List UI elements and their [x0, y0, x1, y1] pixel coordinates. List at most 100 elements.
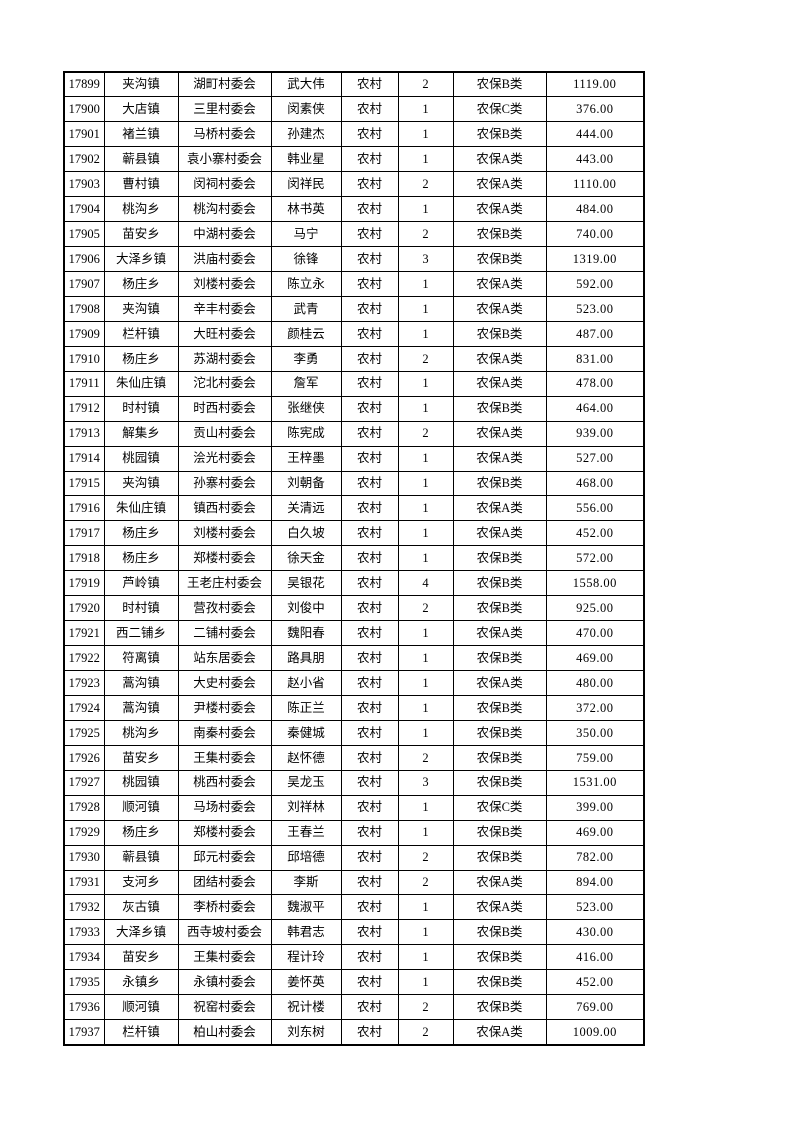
table-cell-township: 栏杆镇: [103, 1019, 179, 1046]
table-cell-amount: 759.00: [545, 744, 645, 771]
table-row: 17923 蒿沟镇 大史村委会 赵小省 农村 1 农保A类 480.00: [63, 670, 645, 696]
table-cell-village-committee: 南秦村委会: [177, 719, 272, 746]
table-cell-household-type: 农村: [340, 595, 399, 622]
table-cell-village-committee: 刘楼村委会: [177, 520, 272, 547]
table-cell-serial-number: 17922: [63, 645, 105, 671]
table-cell-household-type: 农村: [340, 620, 399, 647]
table-cell-person-name: 魏阳春: [270, 620, 342, 647]
table-cell-person-name: 吴银花: [270, 570, 342, 597]
table-cell-amount: 464.00: [545, 395, 645, 422]
table-cell-amount: 894.00: [545, 869, 645, 896]
table-cell-amount: 740.00: [545, 221, 645, 248]
table-cell-township: 灰古镇: [103, 894, 179, 921]
table-cell-serial-number: 17927: [63, 769, 105, 796]
table-cell-person-name: 武青: [270, 295, 342, 322]
table-cell-insurance-category: 农保B类: [452, 545, 547, 572]
table-cell-insurance-category: 农保A类: [452, 670, 547, 696]
table-cell-insurance-category: 农保C类: [452, 794, 547, 821]
table-cell-amount: 925.00: [545, 595, 645, 622]
table-cell-amount: 831.00: [545, 345, 645, 372]
table-cell-amount: 452.00: [545, 969, 645, 996]
table-cell-person-name: 陈立永: [270, 271, 342, 297]
table-cell-insurance-category: 农保B类: [452, 645, 547, 671]
table-cell-household-type: 农村: [340, 370, 399, 397]
table-row: 17928 顺河镇 马场村委会 刘祥林 农村 1 农保C类 399.00: [63, 794, 645, 821]
table-cell-household-type: 农村: [340, 271, 399, 297]
table-cell-amount: 1110.00: [545, 171, 645, 198]
table-cell-household-type: 农村: [340, 944, 399, 971]
table-cell-person-name: 颜桂云: [270, 320, 342, 347]
table-cell-serial-number: 17918: [63, 545, 105, 572]
table-row: 17903 曹村镇 闵祠村委会 闵祥民 农村 2 农保A类 1110.00: [63, 171, 645, 198]
table-cell-household-type: 农村: [340, 1019, 399, 1046]
table-cell-amount: 1009.00: [545, 1019, 645, 1046]
table-cell-person-count: 2: [397, 171, 454, 198]
table-cell-township: 时村镇: [103, 395, 179, 422]
table-row: 17926 苗安乡 王集村委会 赵怀德 农村 2 农保B类 759.00: [63, 744, 645, 771]
table-cell-amount: 487.00: [545, 320, 645, 347]
table-cell-township: 大店镇: [103, 96, 179, 123]
table-cell-person-name: 张继侠: [270, 395, 342, 422]
table-cell-person-name: 赵小省: [270, 670, 342, 696]
table-cell-person-count: 1: [397, 121, 454, 148]
table-cell-village-committee: 镇西村委会: [177, 495, 272, 522]
table-cell-village-committee: 苏湖村委会: [177, 345, 272, 372]
table-cell-person-count: 2: [397, 844, 454, 871]
table-row: 17932 灰古镇 李桥村委会 魏淑平 农村 1 农保A类 523.00: [63, 894, 645, 921]
table-cell-township: 栏杆镇: [103, 320, 179, 347]
table-cell-insurance-category: 农保A类: [452, 271, 547, 297]
table-cell-person-count: 1: [397, 196, 454, 223]
table-cell-insurance-category: 农保B类: [452, 395, 547, 422]
table-cell-person-name: 孙建杰: [270, 121, 342, 148]
table-cell-village-committee: 辛丰村委会: [177, 295, 272, 322]
table-cell-person-count: 1: [397, 944, 454, 971]
table-row: 17918 杨庄乡 郑楼村委会 徐天金 农村 1 农保B类 572.00: [63, 545, 645, 572]
table-cell-amount: 478.00: [545, 370, 645, 397]
table-cell-serial-number: 17929: [63, 819, 105, 846]
table-cell-township: 杨庄乡: [103, 545, 179, 572]
table-row: 17900 大店镇 三里村委会 闵素侠 农村 1 农保C类 376.00: [63, 96, 645, 123]
table-row: 17924 蒿沟镇 尹楼村委会 陈正兰 农村 1 农保B类 372.00: [63, 694, 645, 721]
table-cell-amount: 782.00: [545, 844, 645, 871]
table-row: 17915 夹沟镇 孙寨村委会 刘朝备 农村 1 农保B类 468.00: [63, 470, 645, 497]
table-cell-serial-number: 17917: [63, 520, 105, 547]
table-cell-person-count: 1: [397, 969, 454, 996]
table-cell-person-count: 3: [397, 769, 454, 796]
table-cell-serial-number: 17903: [63, 171, 105, 198]
table-cell-person-count: 2: [397, 71, 454, 98]
table-cell-person-count: 2: [397, 420, 454, 447]
table-cell-village-committee: 王集村委会: [177, 944, 272, 971]
table-cell-township: 桃园镇: [103, 445, 179, 472]
table-cell-household-type: 农村: [340, 221, 399, 248]
table-cell-village-committee: 二铺村委会: [177, 620, 272, 647]
table-cell-insurance-category: 农保A类: [452, 445, 547, 472]
table-cell-person-name: 徐天金: [270, 545, 342, 572]
table-cell-amount: 572.00: [545, 545, 645, 572]
table-cell-serial-number: 17919: [63, 570, 105, 597]
table-cell-person-name: 刘东树: [270, 1019, 342, 1046]
table-cell-township: 朱仙庄镇: [103, 495, 179, 522]
table-cell-amount: 592.00: [545, 271, 645, 297]
table-cell-person-name: 闵祥民: [270, 171, 342, 198]
table-cell-township: 支河乡: [103, 869, 179, 896]
table-row: 17920 时村镇 营孜村委会 刘俊中 农村 2 农保B类 925.00: [63, 595, 645, 622]
table-cell-township: 夹沟镇: [103, 470, 179, 497]
table-cell-household-type: 农村: [340, 844, 399, 871]
table-cell-household-type: 农村: [340, 470, 399, 497]
table-row: 17927 桃园镇 桃西村委会 吴龙玉 农村 3 农保B类 1531.00: [63, 769, 645, 796]
table-cell-household-type: 农村: [340, 994, 399, 1021]
table-cell-township: 时村镇: [103, 595, 179, 622]
table-cell-person-name: 徐锋: [270, 246, 342, 272]
table-cell-township: 杨庄乡: [103, 819, 179, 846]
table-cell-township: 西二铺乡: [103, 620, 179, 647]
table-cell-insurance-category: 农保B类: [452, 694, 547, 721]
table-cell-insurance-category: 农保B类: [452, 919, 547, 946]
table-cell-serial-number: 17904: [63, 196, 105, 223]
table-cell-insurance-category: 农保A类: [452, 146, 547, 173]
table-cell-serial-number: 17907: [63, 271, 105, 297]
table-cell-township: 苗安乡: [103, 744, 179, 771]
table-cell-serial-number: 17926: [63, 744, 105, 771]
table-cell-household-type: 农村: [340, 345, 399, 372]
table-row: 17922 符离镇 站东居委会 路具朋 农村 1 农保B类 469.00: [63, 645, 645, 671]
table-cell-village-committee: 刘楼村委会: [177, 271, 272, 297]
